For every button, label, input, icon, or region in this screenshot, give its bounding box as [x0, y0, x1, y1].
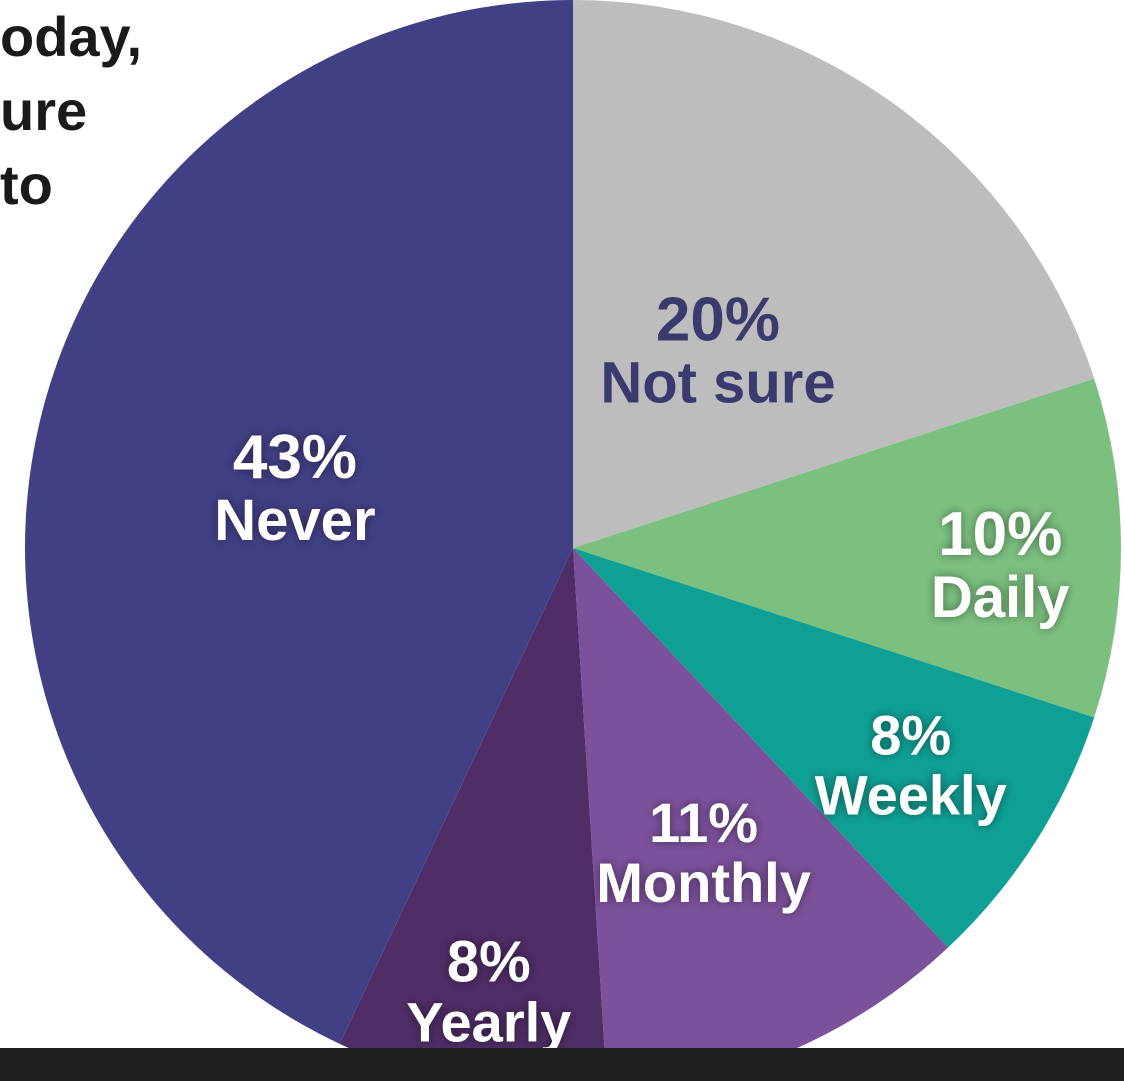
pie-value-label-yearly: 8%: [447, 929, 531, 994]
pie-slice-monthly: [573, 548, 949, 1081]
pie-category-label-not-sure: Not sure: [600, 350, 835, 415]
partial-text-line-2: ure: [0, 79, 88, 142]
pie-labels: 20%Not sure10%Daily8%Weekly11%Monthly8%Y…: [214, 285, 1069, 1053]
partial-text-line-1: oday,: [0, 5, 143, 68]
partial-question-text: oday, ure to: [0, 0, 142, 222]
pie-slice-yearly: [339, 548, 607, 1081]
pie-category-label-yearly: Yearly: [406, 990, 571, 1053]
pie-category-label-monthly: Monthly: [596, 851, 811, 914]
pie-value-label-monthly: 11%: [649, 791, 758, 854]
pie-slice-not-sure: [573, 0, 1095, 548]
pie-category-label-daily: Daily: [931, 565, 1070, 630]
bottom-bar: [0, 1048, 1124, 1081]
pie-value-label-weekly: 8%: [870, 703, 951, 766]
pie-value-label-daily: 10%: [938, 500, 1062, 569]
pie-slice-weekly: [573, 548, 1095, 948]
pie-category-label-never: Never: [214, 488, 375, 553]
pie-slice-never: [24, 0, 573, 1044]
pie-value-label-not-sure: 20%: [656, 285, 780, 354]
pie-slice-daily: [573, 378, 1121, 718]
pie-slices: [24, 0, 1121, 1081]
partial-text-line-3: to: [0, 153, 53, 216]
pie-category-label-weekly: Weekly: [815, 763, 1007, 826]
pie-value-label-never: 43%: [233, 423, 357, 492]
